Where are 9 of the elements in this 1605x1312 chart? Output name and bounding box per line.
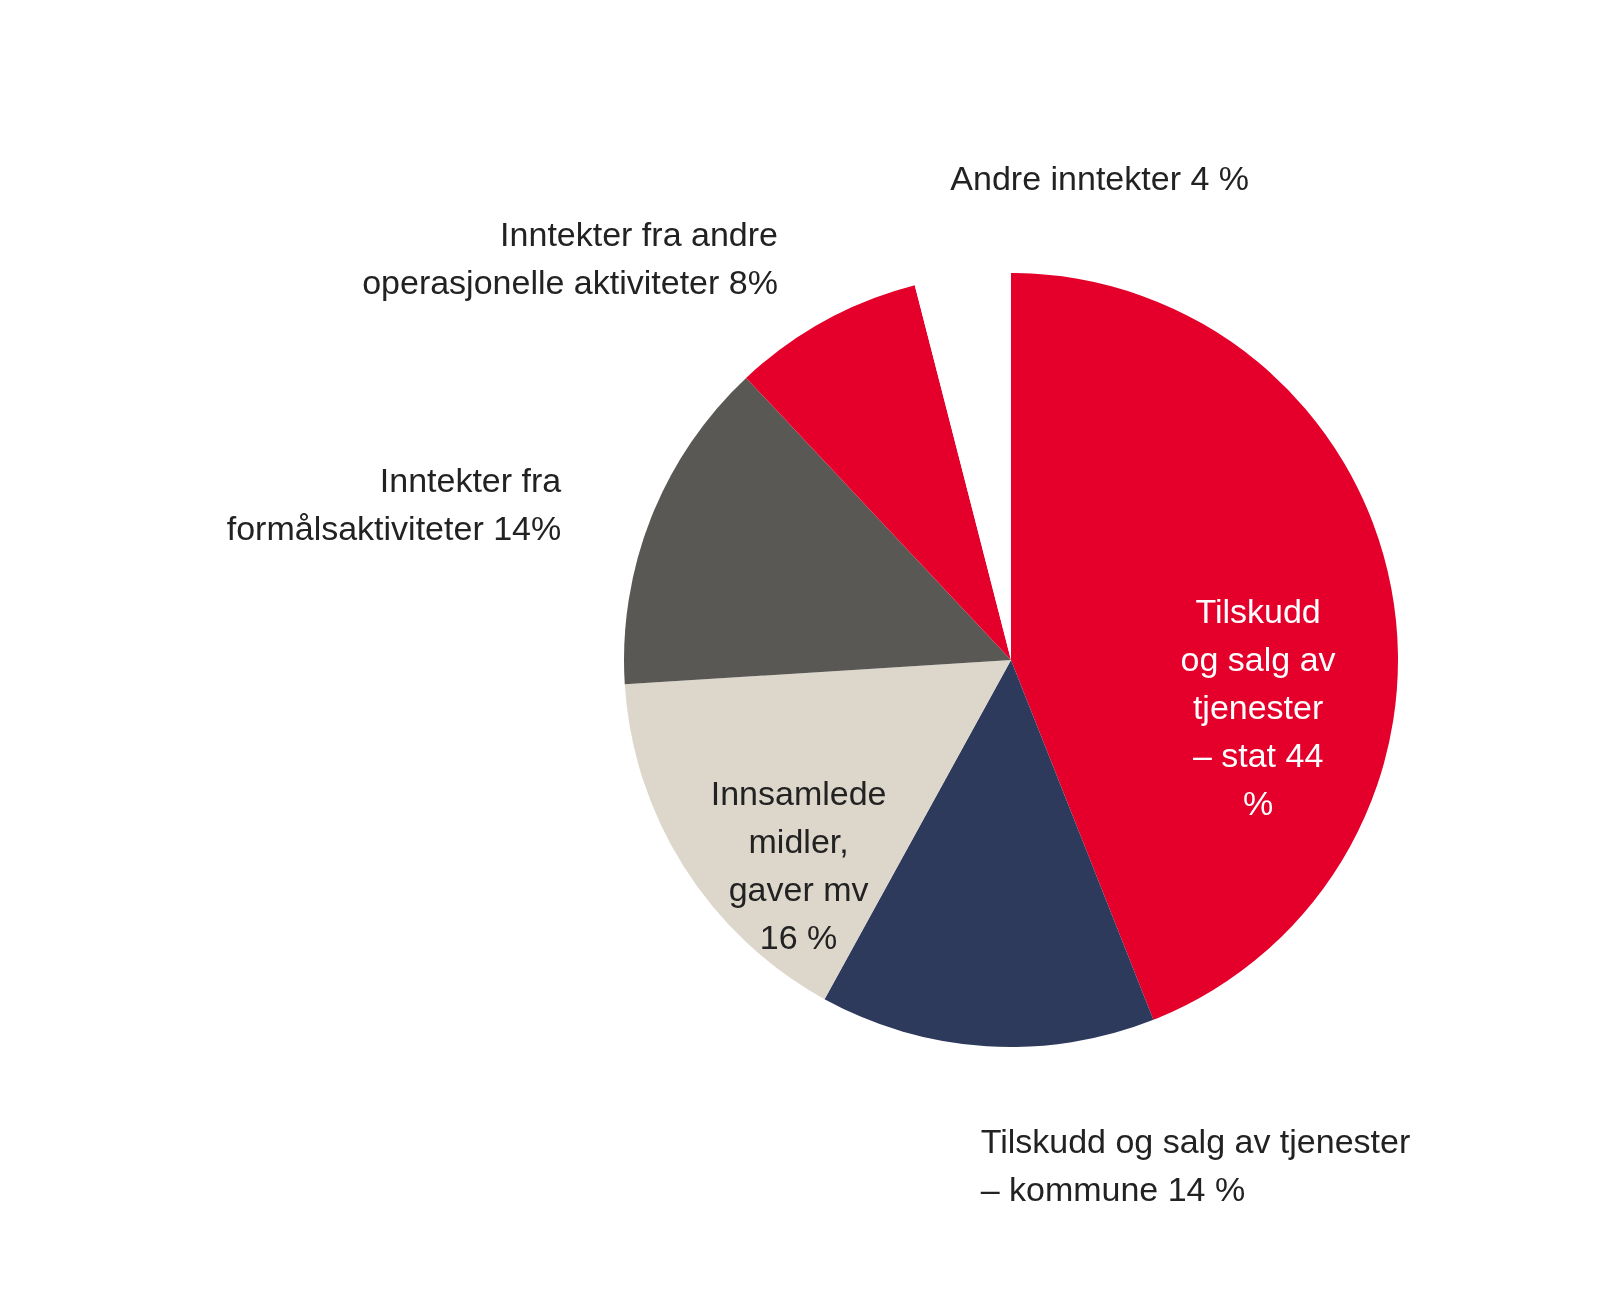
slice-label: Tilskudd og salg av tjenester – kommune 14 % — [980, 1121, 1411, 1208]
data-label: 16 % — [759, 917, 838, 956]
pie-slice — [624, 377, 1011, 685]
slice-label: Inntekter fra andre operasjonelle aktiviteter 8% — [362, 215, 778, 302]
slice-label: Tilskudd og salg av tjenester – stat 44 % — [1180, 591, 1336, 822]
pie-slice — [624, 660, 1011, 1000]
slice-label: Innsamlede midler, gaver mv — [710, 773, 887, 908]
slice-label: Inntekter fra formålsaktiviteter 14% — [226, 460, 562, 547]
slice-label: Andre inntekter 4 % — [950, 159, 1249, 198]
